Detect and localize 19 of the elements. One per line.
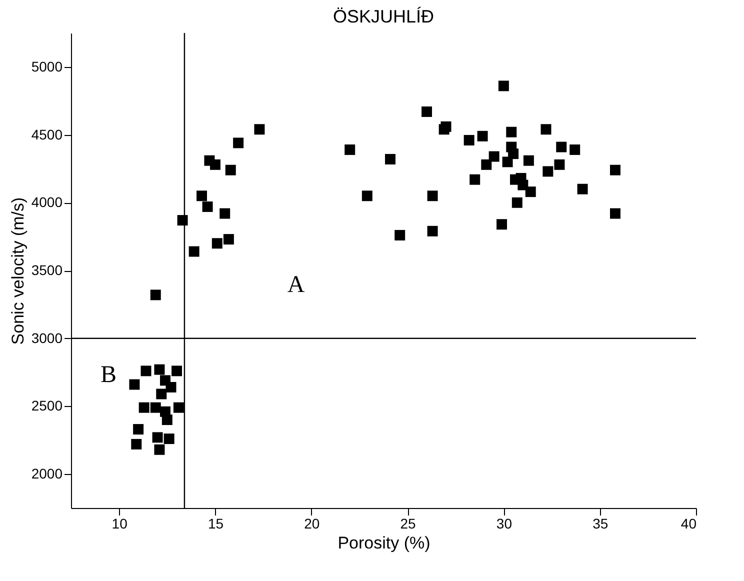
x-tick-label: 35 <box>592 516 608 532</box>
y-tick-label: 2000 <box>31 466 63 482</box>
y-axis-title: Sonic velocity (m/s) <box>8 197 28 345</box>
x-tick-label: 25 <box>400 516 416 532</box>
x-tick-label: 10 <box>112 516 128 532</box>
y-tick-label: 4500 <box>31 126 63 142</box>
x-axis-title: Porosity (%) <box>338 534 430 552</box>
x-tick-label: 40 <box>680 516 697 532</box>
annotation: A <box>287 272 306 298</box>
y-tick-label: 2500 <box>31 398 63 414</box>
y-tick-label: 3000 <box>31 330 63 346</box>
x-tick-label: 15 <box>208 516 224 532</box>
y-tick-label: 4000 <box>31 194 63 210</box>
annotation: B <box>100 362 117 388</box>
y-tick-label: 3500 <box>31 262 63 278</box>
chart-title: ÖSKJUHLÍÐ <box>332 6 434 26</box>
x-tick-label: 30 <box>496 516 512 532</box>
y-tick-label: 5000 <box>31 58 63 74</box>
x-tick-label: 20 <box>304 516 320 532</box>
